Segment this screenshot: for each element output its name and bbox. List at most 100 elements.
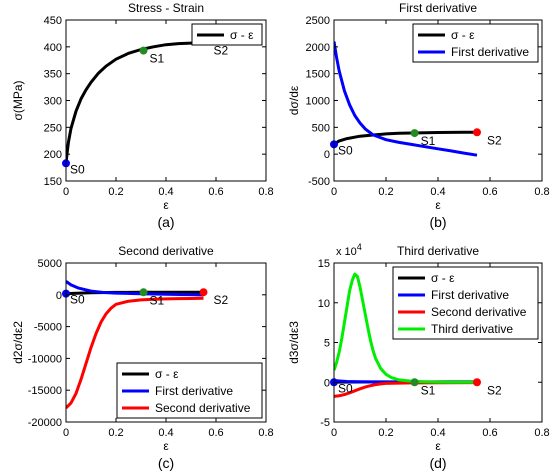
y-tick-label: 400: [44, 42, 62, 54]
panel-caption: (c): [158, 455, 174, 471]
x-tick-label: 0.4: [430, 186, 445, 198]
legend-label: σ - ε: [451, 28, 475, 42]
point-marker-s2: [473, 378, 481, 387]
x-tick-label: 0: [63, 427, 69, 439]
legend-label: First derivative: [155, 384, 233, 398]
point-label-s1: S1: [421, 134, 436, 148]
point-label-s2: S2: [214, 293, 229, 307]
point-marker-s1: [410, 129, 419, 138]
legend-label: Second derivative: [155, 401, 251, 415]
x-tick-label: 0.4: [430, 427, 445, 439]
point-label-s1: S1: [421, 383, 436, 397]
legend-label: σ - ε: [230, 28, 254, 42]
y-tick-label: 0: [56, 290, 62, 302]
x-tick-label: 0.2: [108, 427, 123, 439]
y-tick-label: 0: [324, 149, 330, 161]
y-tick-label: 1500: [306, 69, 330, 81]
legend-label: First derivative: [451, 45, 529, 59]
y-tick-label: -15000: [28, 385, 62, 397]
y-tick-label: 200: [44, 149, 62, 161]
x-tick-label: 0.2: [378, 186, 393, 198]
y-axis-label: σ(MPa): [11, 80, 25, 120]
y-axis-label: d2σ/dε2: [11, 321, 25, 364]
y-tick-label: 0: [324, 377, 330, 389]
point-label-s2: S2: [487, 383, 502, 397]
y-tick-label: -5000: [34, 322, 62, 334]
y-tick-label: 5: [324, 338, 330, 350]
x-tick-label: 0.4: [158, 186, 173, 198]
legend-box: [412, 23, 539, 63]
y-tick-label: 300: [44, 96, 62, 108]
point-label-s0: S0: [70, 293, 85, 307]
x-axis-label: ε: [163, 198, 169, 212]
point-marker-s2: [473, 128, 481, 137]
point-marker-s2: [199, 288, 208, 297]
y-tick-label: 2000: [306, 42, 330, 54]
y-tick-label: 350: [44, 69, 62, 81]
x-tick-label: 0: [331, 186, 337, 198]
y-axis-label: d3σ/dε3: [287, 321, 301, 364]
y-tick-label: 5000: [38, 258, 62, 270]
x-axis-label: ε: [435, 198, 441, 212]
series-line-black: [334, 130, 477, 146]
x-tick-label: 0: [331, 427, 337, 439]
legend-label: Third derivative: [431, 322, 513, 336]
legend: σ - ε First derivative: [412, 23, 539, 63]
y-tick-label: 450: [44, 15, 62, 27]
series-line-blue: [66, 280, 204, 297]
y-tick-label: 2500: [306, 15, 330, 27]
y-tick-label: 250: [44, 122, 62, 134]
point-label-s0: S0: [338, 381, 353, 395]
point-label-s2: S2: [487, 133, 502, 147]
y-exponent: x 104: [336, 242, 362, 258]
y-tick-label: 10: [318, 298, 330, 310]
chart-title: Second derivative: [118, 244, 214, 258]
x-tick-label: 0.6: [482, 427, 497, 439]
x-tick-label: 0.6: [208, 427, 223, 439]
series-line-black: [66, 41, 204, 164]
series-line-red: [66, 296, 204, 410]
x-tick-label: 0.8: [258, 186, 273, 198]
y-tick-label: 150: [44, 176, 62, 188]
chart-title: Third derivative: [397, 244, 479, 258]
y-exponent-power: 4: [357, 242, 362, 252]
y-tick-label: -500: [308, 176, 330, 188]
series-line-green: [334, 272, 478, 384]
x-tick-label: 0.2: [108, 186, 123, 198]
chart-panel-2: Second derivative S0 S1 S2 0 0.2 0.4 0.6 0.8 -200…: [11, 244, 274, 471]
point-label-s0: S0: [338, 143, 353, 157]
y-tick-label: -10000: [28, 353, 62, 365]
chart-title: First derivative: [399, 1, 477, 15]
point-marker-s1: [410, 378, 419, 387]
legend: σ - ε First derivative Second derivative: [116, 362, 263, 419]
point-marker-s1: [139, 46, 148, 55]
legend-label: Second derivative: [431, 305, 527, 319]
panel-caption: (a): [157, 214, 174, 230]
x-tick-label: 0.4: [158, 427, 173, 439]
x-tick-label: 0.6: [482, 186, 497, 198]
legend: σ - ε: [191, 23, 263, 46]
series-line-red: [334, 381, 478, 398]
y-tick-label: 1000: [306, 96, 330, 108]
point-label-s2: S2: [214, 44, 229, 58]
x-tick-label: 0.6: [208, 186, 223, 198]
panel-caption: (b): [429, 214, 446, 230]
chart-title: Stress - Strain: [128, 1, 204, 15]
chart-panel-0: Stress - Strain S0 S1 S2 0 0.2 0.4 0.6 0.8 150 200…: [11, 1, 274, 230]
panel-caption: (d): [429, 455, 446, 471]
point-label-s1: S1: [150, 52, 165, 66]
series-line-blue: [334, 41, 478, 157]
y-tick-label: 15: [318, 258, 330, 270]
x-tick-label: 0.2: [378, 427, 393, 439]
y-axis-label: dσ/dε: [287, 85, 301, 115]
y-tick-label: -5: [320, 417, 330, 429]
point-label-s1: S1: [150, 293, 165, 307]
legend-label: σ - ε: [155, 367, 179, 381]
y-exponent-base: x 10: [336, 246, 357, 258]
legend-label: First derivative: [431, 288, 509, 302]
x-tick-label: 0: [63, 186, 69, 198]
legend-label: σ - ε: [431, 271, 455, 285]
